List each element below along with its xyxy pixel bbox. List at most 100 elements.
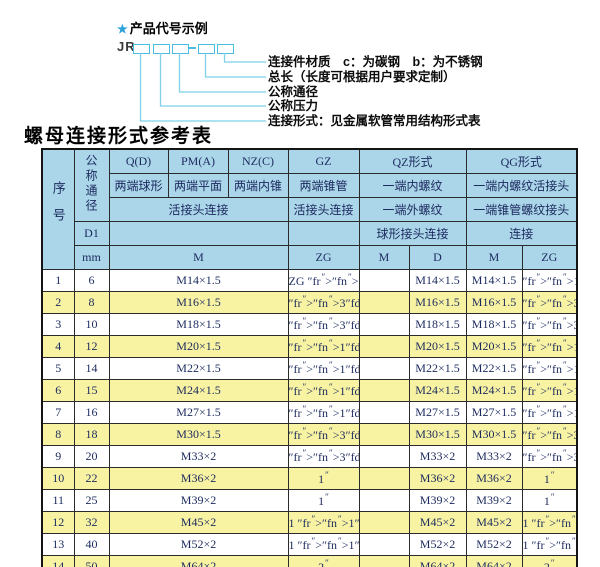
cell-thread-m: M64×2: [108, 555, 289, 567]
label-connection-form: 连接形式：见金属软管常用结构形式表: [268, 114, 481, 128]
code-segment-box-5: [217, 44, 234, 54]
cell-qg-m: M24×1.5: [465, 379, 523, 402]
cell-thread-m: M30×1.5: [108, 423, 289, 446]
header-col-q: Q(D): [108, 148, 169, 174]
cell-seq: 11: [41, 489, 75, 512]
cell-qz-d: M18×1.5: [408, 313, 467, 336]
cell-thread-m: M33×2: [108, 445, 289, 468]
cell-zg: ″fr″>″fn″>3″fd″>8″: [287, 291, 360, 314]
cell-dn: 6: [73, 269, 110, 292]
cell-qg-zg: ″fr″>″fn″>1″fd″>2″: [521, 335, 578, 358]
cell-dn: 25: [73, 489, 110, 512]
cell-qg-m: M52×2: [465, 533, 523, 556]
cell-thread-m: M16×1.5: [108, 291, 289, 314]
cell-qg-zg: ″fr″>″fn″>3″fd″>8″: [521, 313, 578, 336]
cell-zg: 1″: [287, 489, 360, 512]
table-row: 11 25 M39×2 1″ M39×2 M39×2 1″: [41, 489, 578, 512]
cell-qz-d: M52×2: [408, 533, 467, 556]
cell-dn: 50: [73, 555, 110, 567]
cell-dn: 12: [73, 335, 110, 358]
cell-seq: 3: [41, 313, 75, 336]
cell-qz-d: M45×2: [408, 511, 467, 534]
cell-dn: 14: [73, 357, 110, 380]
cell-thread-m: M39×2: [108, 489, 289, 512]
table-row: 818M30×1.5″fr″>″fn″>3″fd″>4″M30×1.5M30×1…: [41, 423, 578, 446]
cell-qg-zg: ″fr″>″fn″>1″fd″>2″: [521, 357, 578, 380]
cell-thread-m: M20×1.5: [108, 335, 289, 358]
cell-qz-m: [358, 489, 410, 512]
code-prefix: JR: [117, 39, 136, 54]
cell-qg-zg: ″fr″>″fn″>3″fd″>8″: [521, 291, 578, 314]
cell-seq: 6: [41, 379, 75, 402]
header-qg-connection: 连接: [465, 221, 578, 246]
cell-zg: 1″: [287, 467, 360, 490]
cell-qg-m: M20×1.5: [465, 335, 523, 358]
code-segment-box-4: [198, 44, 215, 54]
table-row: 920M33×2″fr″>″fn″>3″fd″>4″M33×2M33×2″fr″…: [41, 445, 578, 468]
header-col-qz: QZ形式: [358, 148, 467, 174]
cell-seq: 2: [41, 291, 75, 314]
table-title: 螺母连接形式参考表: [24, 125, 214, 147]
star-icon: ★: [117, 22, 128, 36]
header-qg-m: M: [465, 245, 523, 270]
cell-dn: 20: [73, 445, 110, 468]
cell-qz-d: M30×1.5: [408, 423, 467, 446]
code-segment-box-3: [172, 44, 189, 54]
cell-qz-m: [358, 467, 410, 490]
header-pm-desc: 两端平面: [167, 173, 229, 198]
cell-qg-m: M14×1.5: [465, 269, 523, 292]
header-col-qg: QG形式: [465, 148, 578, 174]
cell-seq: 5: [41, 357, 75, 380]
cell-thread-m: M22×1.5: [108, 357, 289, 380]
cell-qg-zg: ″fr″>″fn″>3″fd″>4″: [521, 445, 578, 468]
nut-connection-table: 序号 公称通径 Q(D) PM(A) NZ(C) GZ QZ形式 QG形式 两端…: [41, 148, 578, 567]
cell-seq: 14: [41, 555, 75, 567]
cell-qg-zg: 1″: [521, 467, 578, 490]
header-qz-d: D: [408, 245, 467, 270]
cell-dn: 18: [73, 423, 110, 446]
cell-zg: ″fr″>″fn″>1″fd″>2″: [287, 379, 360, 402]
cell-seq: 10: [41, 467, 75, 490]
cell-seq: 4: [41, 335, 75, 358]
cell-qg-m: M39×2: [465, 489, 523, 512]
header-q-desc: 两端球形: [108, 173, 169, 198]
cell-seq: 9: [41, 445, 75, 468]
cell-zg: ″fr″>″fn″>3″fd″>4″: [287, 445, 360, 468]
cell-qg-zg: 1 ″fr″>″fn″>1″fd″>2″: [521, 533, 578, 556]
cell-qg-m: M64×2: [465, 555, 523, 567]
header-gz-desc: 两端锥管: [287, 173, 360, 198]
cell-zg: ″fr″>″fn″>1″fd″>2″: [287, 357, 360, 380]
cell-qz-m: [358, 313, 410, 336]
cell-qz-m: [358, 291, 410, 314]
header-gz-connection: 活接头连接: [287, 197, 360, 222]
cell-thread-m: M36×2: [108, 467, 289, 490]
cell-qz-m: [358, 555, 410, 567]
product-code-diagram: ★ 产品代号示例 JR 连接件材质 c：为碳钢 b：为不锈钢 总长（长度可根据用户…: [0, 0, 600, 140]
cell-qg-zg: ″fr″>″fn″>1″fd″>4″: [521, 269, 578, 292]
cell-qg-m: M36×2: [465, 467, 523, 490]
label-total-length: 总长（长度可根据用户要求定制）: [268, 70, 456, 84]
cell-seq: 7: [41, 401, 75, 424]
label-nominal-bore: 公称通径: [268, 85, 319, 99]
cell-qg-m: M16×1.5: [465, 291, 523, 314]
table-row: 514M22×1.5″fr″>″fn″>1″fd″>2″M22×1.5M22×1…: [41, 357, 578, 380]
header-col-pm: PM(A): [167, 148, 229, 174]
cell-qg-zg: 2″: [521, 555, 578, 567]
cell-qz-m: [358, 357, 410, 380]
table-row: 28M16×1.5″fr″>″fn″>3″fd″>8″M16×1.5M16×1.…: [41, 291, 578, 314]
cell-qg-m: M27×1.5: [465, 401, 523, 424]
cell-qz-m: [358, 335, 410, 358]
cell-dn: 22: [73, 467, 110, 490]
code-segment-box-1: [133, 44, 150, 54]
header-qz-connection: 球形接头连接: [358, 221, 467, 246]
cell-dn: 40: [73, 533, 110, 556]
cell-qg-zg: ″fr″>″fn″>1″fd″>2″: [521, 401, 578, 424]
header-nz-desc: 两端内锥: [227, 173, 289, 198]
header-d1: D1: [73, 221, 110, 246]
cell-dn: 10: [73, 313, 110, 336]
